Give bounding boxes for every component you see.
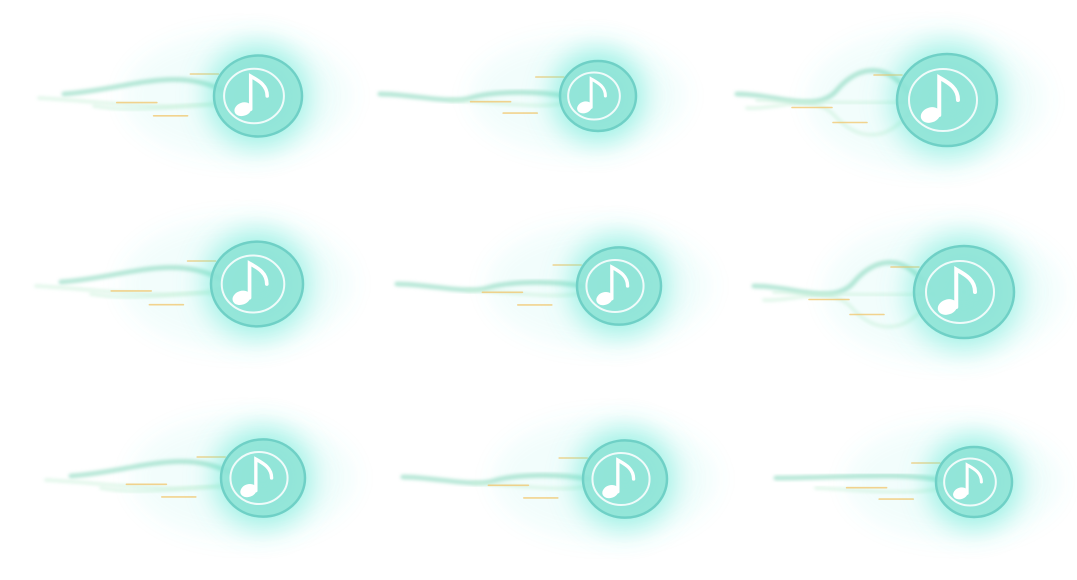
orb-inner-ring — [925, 260, 995, 324]
orb-disc — [212, 54, 304, 138]
frame-3 — [718, 0, 1077, 193]
orb-sprite — [400, 415, 717, 543]
orb-disc — [575, 246, 663, 326]
frame-6 — [718, 193, 1077, 386]
orb-sprite — [734, 28, 1047, 172]
music-note-icon — [577, 76, 607, 114]
orb-disc — [209, 240, 305, 328]
orb-sprite — [394, 222, 711, 350]
music-note-icon — [920, 74, 960, 123]
orb-sprite — [377, 36, 686, 156]
orb-inner-ring — [229, 450, 289, 506]
orb-sprite — [751, 220, 1064, 364]
comet-tail — [394, 279, 586, 293]
orb-disc — [558, 59, 638, 133]
orb-disc — [934, 445, 1014, 519]
orb-sprite — [37, 30, 352, 162]
orb-disc — [895, 52, 999, 148]
music-note-icon — [234, 73, 269, 117]
frame-5 — [359, 193, 718, 386]
comet-tail — [377, 89, 569, 103]
frame-4 — [0, 193, 359, 386]
frame-7 — [0, 386, 359, 579]
orb-inner-ring — [908, 68, 978, 132]
orb-disc — [581, 439, 669, 519]
frame-8 — [359, 386, 718, 579]
orb-sprite — [773, 422, 1062, 542]
frame-9 — [718, 386, 1077, 579]
music-note-icon — [953, 462, 983, 500]
orb-inner-ring — [223, 67, 285, 125]
frame-1 — [0, 0, 359, 193]
music-note-icon — [602, 457, 636, 499]
music-note-icon — [937, 266, 977, 315]
music-note-icon — [232, 260, 269, 306]
orb-sprite — [34, 216, 353, 352]
orb-sprite — [44, 414, 355, 542]
orb-inner-ring — [591, 451, 651, 507]
orb-inner-ring — [943, 457, 997, 507]
orb-inner-ring — [220, 254, 286, 314]
music-note-icon — [596, 264, 630, 306]
orb-disc — [912, 244, 1016, 340]
orb-inner-ring — [567, 71, 621, 121]
comet-tail — [400, 472, 592, 486]
music-note-icon — [240, 456, 274, 498]
orb-disc — [219, 438, 307, 518]
orb-inner-ring — [585, 258, 645, 314]
frame-2 — [359, 0, 718, 193]
